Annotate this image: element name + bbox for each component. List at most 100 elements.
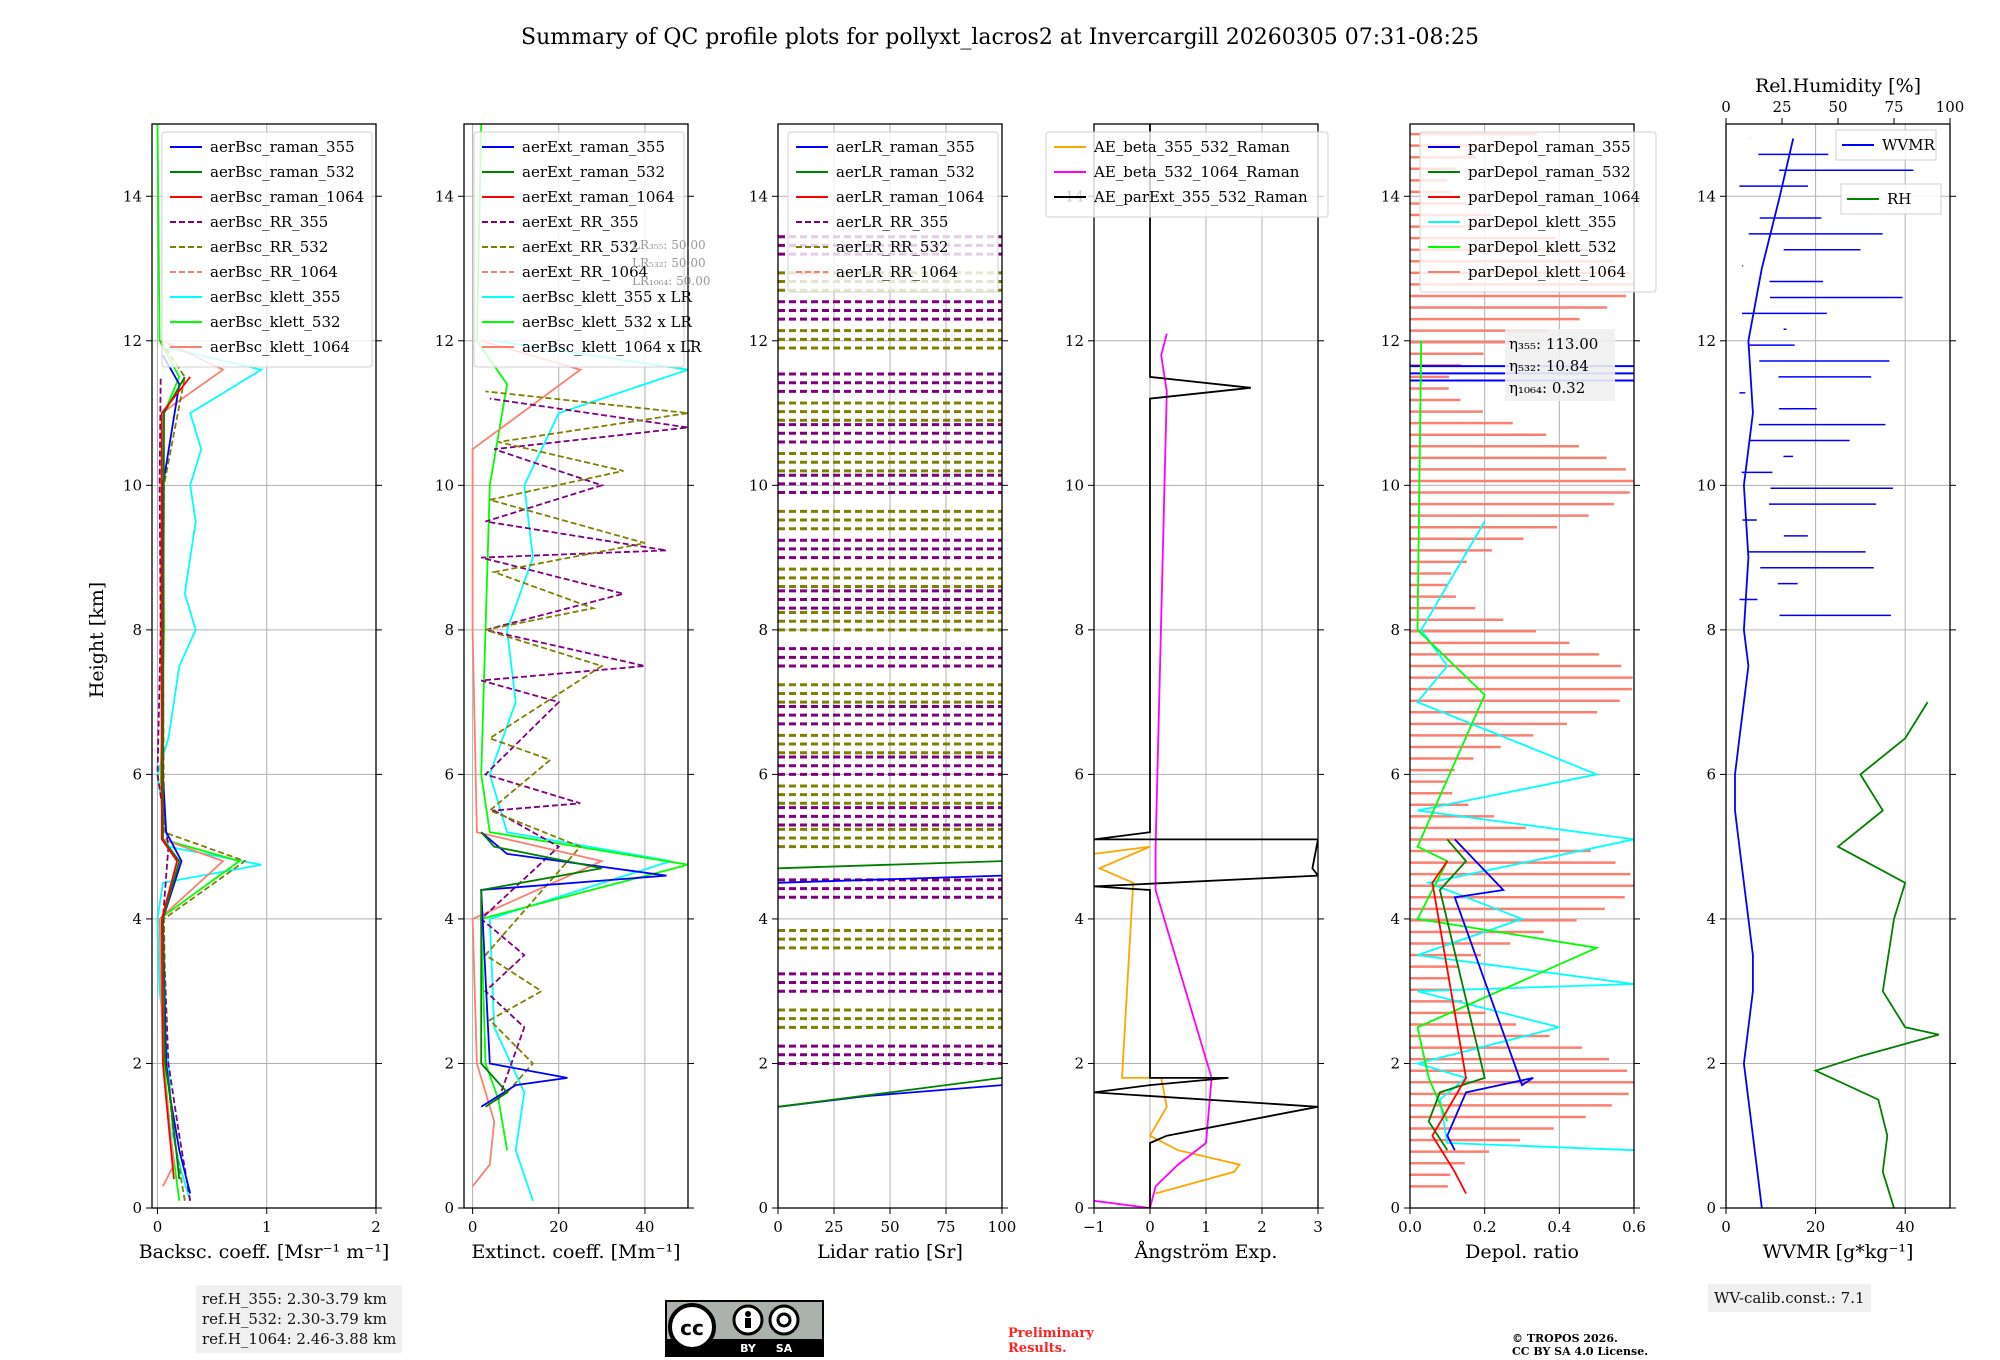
y-tick-label: 0 <box>1706 1199 1716 1217</box>
series-aerBsc_raman_1064 <box>160 376 191 1180</box>
y-tick-label: 0 <box>132 1199 142 1217</box>
y-tick-label: 4 <box>132 910 142 928</box>
series-group <box>156 124 264 1202</box>
x-tick-label: 1 <box>262 1218 272 1236</box>
y-tick-label: 14 <box>435 187 454 205</box>
legend-label: aerLR_RR_1064 <box>836 263 958 281</box>
by-label: BY <box>740 1342 757 1355</box>
cc-icon-text: cc <box>680 1316 704 1340</box>
y-tick-label: 4 <box>1074 910 1084 928</box>
x2-tick-label: 75 <box>1884 98 1903 116</box>
series-AE_beta_532_1064_Raman <box>1094 333 1213 1208</box>
series-group <box>778 235 1002 1108</box>
series-parDepol_klett_355 <box>1414 521 1634 1152</box>
legend-label: AE_beta_532_1064_Raman <box>1093 163 1300 181</box>
legend-label: RH <box>1887 190 1911 208</box>
series-aerBsc_raman_355 <box>161 354 192 1194</box>
y-tick-label: 12 <box>435 332 454 350</box>
axes-frame <box>463 123 689 1209</box>
legend-box <box>1840 183 1942 215</box>
y-tick-label: 10 <box>1697 476 1716 494</box>
x-tick-label: 50 <box>880 1218 899 1236</box>
x-tick-label: 2 <box>371 1218 381 1236</box>
y-tick-label: 4 <box>444 910 454 928</box>
x-tick-label: 0.4 <box>1547 1218 1571 1236</box>
legend-label: aerExt_RR_1064 <box>522 263 648 281</box>
copyright-note: © TROPOS 2026. CC BY SA 4.0 License. <box>1512 1332 1648 1358</box>
y-tick-label: 2 <box>1390 1054 1400 1072</box>
series-aerExt_raman_355 <box>480 831 667 1108</box>
legend-label: aerBsc_RR_355 <box>210 213 328 231</box>
y-tick-label: 8 <box>1706 621 1716 639</box>
series-parDepol_klett_532 <box>1416 340 1600 1122</box>
y-tick-label: 12 <box>1381 332 1400 350</box>
y-tick-label: 12 <box>1697 332 1716 350</box>
y-tick-label: 0 <box>1074 1199 1084 1217</box>
y-tick-label: 6 <box>758 765 768 783</box>
y-tick-label: 12 <box>123 332 142 350</box>
y-tick-label: 2 <box>1074 1054 1084 1072</box>
profile-panel-5: 0.0 0.2 0.4 0.6 0 2 4 6 8 10 12 14 Depol. ratio parDe… <box>1381 123 1657 1263</box>
x-tick-label: 0 <box>153 1218 163 1236</box>
x-tick-label: 1 <box>1201 1218 1211 1236</box>
by-icon-body <box>745 1318 751 1328</box>
legend-label: aerBsc_raman_532 <box>210 163 355 181</box>
y-tick-label: 4 <box>1706 910 1716 928</box>
y-tick-label: 0 <box>444 1199 454 1217</box>
profile-panel-2: 0 20 40 0 2 4 6 8 10 12 14 Extinct. coeff. [Mm⁻¹] ae… <box>435 123 710 1263</box>
legend-label: parDepol_klett_1064 <box>1468 263 1626 281</box>
y-tick-label: 6 <box>1390 765 1400 783</box>
legend-label: parDepol_klett_532 <box>1468 238 1617 256</box>
legend-label: parDepol_klett_355 <box>1468 213 1617 231</box>
legend-label: parDepol_raman_1064 <box>1468 188 1640 206</box>
y-tick-label: 2 <box>444 1054 454 1072</box>
sa-icon <box>768 1304 800 1336</box>
eta-note: η₃₅₅: 113.00 <box>1509 335 1598 353</box>
x-tick-label: 0 <box>1145 1218 1155 1236</box>
y-tick-label: 8 <box>1074 621 1084 639</box>
ref-height-355: ref.H_355: 2.30-3.79 km <box>202 1290 387 1308</box>
series-aerLR_raman_355_b <box>778 874 1002 884</box>
legend-label: WVMR <box>1882 136 1936 154</box>
x-tick-label: 20 <box>1806 1218 1825 1236</box>
legend-label: AE_parExt_355_532_Raman <box>1093 188 1308 206</box>
profile-panel-6: 0 20 40 0 2 4 6 8 10 12 14 WVMR [g*kg⁻¹] 0 25 50 75 100 R… <box>1697 75 1964 1263</box>
series-parDepol_raman_532 <box>1427 838 1486 1151</box>
eta-note-box <box>1505 329 1615 401</box>
series-group <box>1734 137 1940 1208</box>
series-aerBsc_RR_532 <box>159 340 247 1201</box>
cc-by-sa-logo: cc BY SA <box>665 1300 824 1357</box>
legend-label: aerBsc_klett_1064 <box>210 338 350 356</box>
series-aerLR_raman_532 <box>778 1077 1002 1108</box>
y-tick-label: 0 <box>758 1199 768 1217</box>
series-parDepol_raman_1064 <box>1431 860 1467 1194</box>
y-tick-label: 14 <box>1697 187 1716 205</box>
profile-panel-3: 0 25 50 75 100 0 2 4 6 8 10 12 14 Lidar ratio [Sr] aer… <box>749 123 1016 1263</box>
series-parDepol_raman_355 <box>1446 838 1534 1151</box>
x-tick-label: 0 <box>1721 1218 1731 1236</box>
x-tick-label: 3 <box>1313 1218 1323 1236</box>
y-tick-label: 10 <box>1381 476 1400 494</box>
y-tick-label: 6 <box>1074 765 1084 783</box>
reference-heights-box: ref.H_355: 2.30-3.79 km ref.H_532: 2.30-… <box>196 1285 403 1353</box>
series-RH <box>1813 701 1940 1208</box>
x-tick-label: 0 <box>468 1218 478 1236</box>
legend-label: AE_beta_355_532_Raman <box>1093 138 1290 156</box>
axes-frame <box>151 123 377 1209</box>
y-tick-label: 10 <box>123 476 142 494</box>
preliminary-line-1: Preliminary <box>1008 1326 1094 1341</box>
legend-box <box>473 131 685 368</box>
y-tick-label: 10 <box>435 476 454 494</box>
figure-title: Summary of QC profile plots for pollyxt_… <box>521 25 1479 50</box>
x-axis-label: Depol. ratio <box>1465 1241 1579 1263</box>
legend-label: aerExt_raman_532 <box>522 163 665 181</box>
legend-label: parDepol_raman_355 <box>1468 138 1631 156</box>
ref-height-532: ref.H_532: 2.30-3.79 km <box>202 1310 387 1328</box>
x-axis-label: WVMR [g*kg⁻¹] <box>1763 1241 1914 1263</box>
legend-label: aerBsc_raman_1064 <box>210 188 364 206</box>
legend-label: aerBsc_RR_532 <box>210 238 328 256</box>
legend-label: aerBsc_klett_532 x LR <box>522 313 693 331</box>
